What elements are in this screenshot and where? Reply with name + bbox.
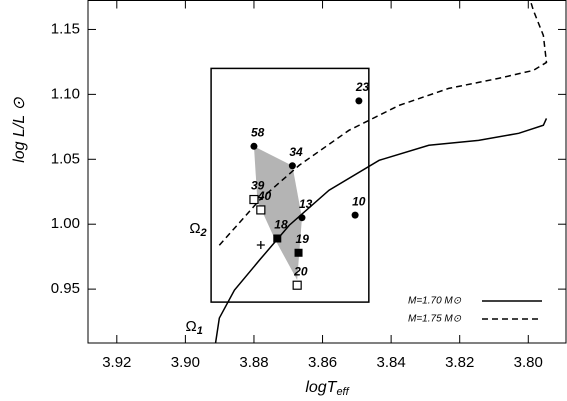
- track: [218, 0, 548, 246]
- track-label-main: Ω: [189, 220, 200, 237]
- y-tick-label: 1.00: [51, 215, 80, 232]
- y-axis-title: log L/L ⊙: [11, 97, 28, 163]
- x-tick-label: 3.88: [239, 354, 268, 371]
- track-label: Ω2: [189, 220, 206, 239]
- plot-frame: [87, 0, 567, 344]
- point-label: 34: [289, 145, 303, 159]
- track-label-sub: 1: [197, 325, 203, 337]
- box: [210, 67, 370, 303]
- point: [256, 205, 266, 215]
- legend-label: M=1.70 M⊙: [408, 296, 462, 307]
- point-label: 23: [355, 80, 370, 94]
- point-label: 58: [251, 125, 265, 139]
- point-label: 40: [257, 189, 272, 203]
- point: [355, 97, 363, 105]
- track-label: Ω1: [186, 318, 203, 337]
- x-tick-label: 3.92: [102, 354, 131, 371]
- point: [250, 142, 258, 150]
- point: [351, 211, 359, 219]
- x-axis-title-main: logT: [305, 379, 337, 396]
- point: [292, 280, 302, 290]
- point-label: 10: [352, 194, 366, 208]
- y-tick-label: 1.05: [51, 150, 80, 167]
- x-tick-label: 3.82: [445, 354, 474, 371]
- x-tick-label: 3.84: [377, 354, 406, 371]
- point-label: 13: [299, 197, 313, 211]
- track-label-main: Ω: [186, 318, 197, 335]
- point-label: 19: [296, 232, 310, 246]
- point-label: 18: [274, 218, 288, 232]
- x-tick-label: 3.80: [514, 354, 543, 371]
- point: [249, 194, 259, 205]
- point: [273, 234, 282, 243]
- track: [214, 118, 548, 344]
- y-tick-label: 0.95: [51, 280, 80, 297]
- x-tick-label: 3.86: [308, 354, 337, 371]
- legend-label: M=1.75 M⊙: [408, 314, 462, 325]
- x-axis-title-sub: eff: [336, 386, 349, 398]
- point: [256, 240, 265, 249]
- y-tick-label: 1.15: [51, 20, 80, 37]
- point: [298, 214, 306, 222]
- x-tick-label: 3.90: [171, 354, 200, 371]
- x-axis-title: logTeff: [305, 379, 349, 398]
- y-tick-label: 1.10: [51, 85, 80, 102]
- point-label: 39: [251, 179, 265, 193]
- point-label: 20: [293, 264, 308, 278]
- point: [288, 162, 296, 170]
- point: [294, 248, 303, 257]
- track-label-sub: 2: [200, 227, 207, 239]
- region: [253, 146, 302, 281]
